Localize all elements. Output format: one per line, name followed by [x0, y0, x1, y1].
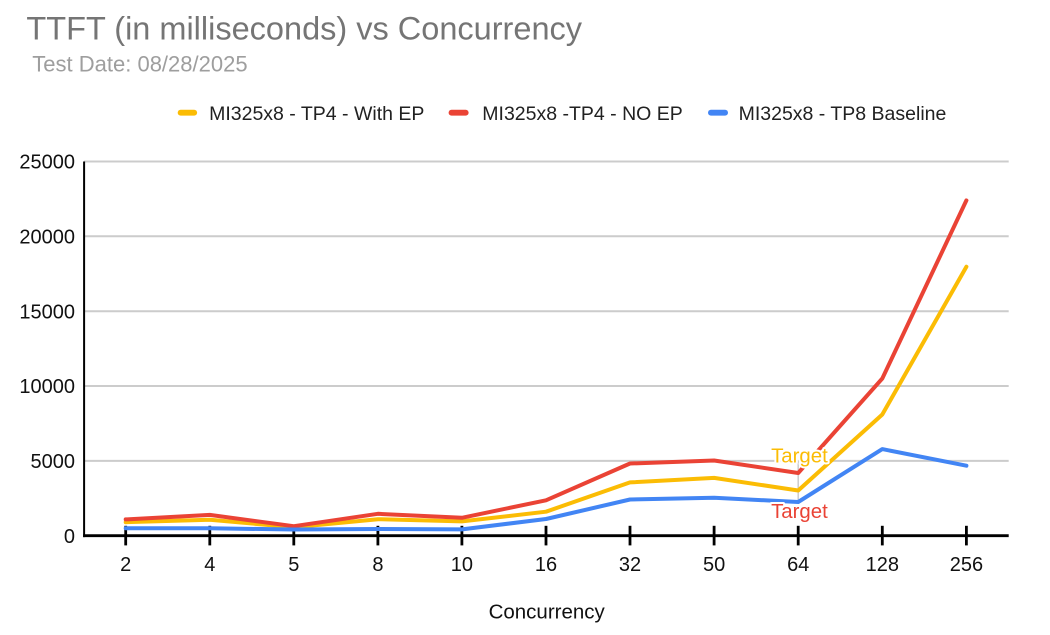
- svg-text:Concurrency: Concurrency: [489, 600, 606, 623]
- svg-text:50: 50: [703, 554, 725, 576]
- svg-text:8: 8: [372, 554, 383, 576]
- svg-text:4: 4: [204, 554, 215, 576]
- svg-text:25000: 25000: [19, 152, 75, 174]
- svg-text:2: 2: [120, 554, 131, 576]
- svg-text:Test Date: 08/28/2025: Test Date: 08/28/2025: [32, 52, 247, 77]
- svg-text:15000: 15000: [19, 301, 75, 323]
- svg-text:Target: Target: [771, 501, 828, 523]
- svg-text:10000: 10000: [19, 376, 75, 398]
- svg-text:64: 64: [787, 554, 809, 576]
- svg-text:Target: Target: [771, 446, 828, 468]
- svg-text:MI325x8 -TP4 - NO EP: MI325x8 -TP4 - NO EP: [482, 103, 682, 125]
- svg-text:TTFT (in milliseconds) vs Conc: TTFT (in milliseconds) vs Concurrency: [26, 10, 582, 46]
- svg-text:10: 10: [451, 554, 473, 576]
- svg-text:MI325x8 - TP8 Baseline: MI325x8 - TP8 Baseline: [739, 103, 947, 125]
- svg-text:0: 0: [64, 526, 75, 548]
- svg-text:32: 32: [619, 554, 641, 576]
- svg-text:MI325x8 - TP4 - With EP: MI325x8 - TP4 - With EP: [209, 103, 424, 125]
- svg-text:256: 256: [950, 554, 983, 576]
- svg-text:20000: 20000: [19, 226, 75, 248]
- svg-text:16: 16: [535, 554, 557, 576]
- svg-text:5000: 5000: [31, 451, 76, 473]
- svg-text:5: 5: [288, 554, 299, 576]
- svg-text:128: 128: [866, 554, 899, 576]
